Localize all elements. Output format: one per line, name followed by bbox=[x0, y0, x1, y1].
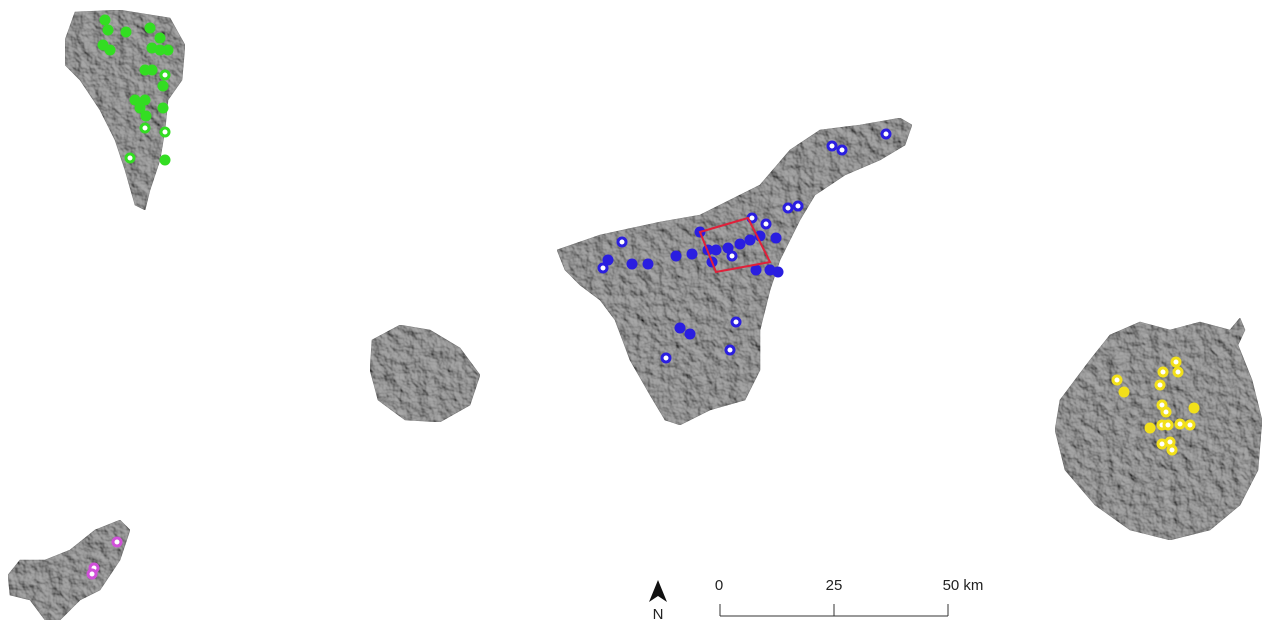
site-marker bbox=[685, 329, 696, 340]
site-marker bbox=[155, 45, 166, 56]
site-marker bbox=[145, 23, 156, 34]
site-marker bbox=[1145, 423, 1156, 434]
map: N 0 25 50 km bbox=[0, 0, 1269, 625]
site-marker-open bbox=[161, 71, 169, 79]
site-marker-open bbox=[88, 570, 96, 578]
site-marker-open bbox=[784, 204, 792, 212]
site-marker bbox=[627, 259, 638, 270]
site-marker-open bbox=[732, 318, 740, 326]
site-marker-open bbox=[161, 128, 169, 136]
site-marker-open bbox=[1186, 421, 1194, 429]
site-marker bbox=[155, 33, 166, 44]
site-marker bbox=[1119, 387, 1130, 398]
site-marker bbox=[158, 81, 169, 92]
site-marker bbox=[771, 233, 782, 244]
north-arrow bbox=[649, 580, 667, 602]
site-marker-open bbox=[662, 354, 670, 362]
site-marker bbox=[745, 235, 756, 246]
site-marker bbox=[671, 251, 682, 262]
site-marker-open bbox=[1174, 368, 1182, 376]
site-marker bbox=[158, 103, 169, 114]
site-marker-open bbox=[838, 146, 846, 154]
site-marker bbox=[105, 45, 116, 56]
site-marker bbox=[1189, 403, 1200, 414]
site-marker bbox=[103, 25, 114, 36]
scale-label: 0 bbox=[715, 577, 723, 594]
site-marker-open bbox=[882, 130, 890, 138]
site-marker-open bbox=[726, 346, 734, 354]
page: N 0 25 50 km (() => { const data = JSON.… bbox=[0, 0, 1269, 625]
site-marker-open bbox=[1176, 420, 1184, 428]
site-marker-open bbox=[1156, 381, 1164, 389]
site-marker-open bbox=[762, 220, 770, 228]
scale-bar bbox=[720, 604, 948, 616]
site-marker bbox=[100, 15, 111, 26]
site-marker-open bbox=[618, 238, 626, 246]
site-marker bbox=[711, 245, 722, 256]
site-marker-open bbox=[1164, 421, 1172, 429]
north-label: N bbox=[653, 606, 664, 623]
site-marker bbox=[773, 267, 784, 278]
site-marker-open bbox=[1168, 446, 1176, 454]
scale-label: 50 km bbox=[943, 577, 984, 594]
site-marker-open bbox=[1159, 368, 1167, 376]
site-marker bbox=[687, 249, 698, 260]
site-marker-open bbox=[113, 538, 121, 546]
site-marker-open bbox=[828, 142, 836, 150]
site-marker bbox=[121, 27, 132, 38]
site-marker-open bbox=[599, 264, 607, 272]
site-marker-open bbox=[126, 154, 134, 162]
site-marker bbox=[675, 323, 686, 334]
island-la-gomera bbox=[370, 325, 480, 422]
scale-label: 25 bbox=[826, 577, 843, 594]
site-marker-open bbox=[1113, 376, 1121, 384]
site-marker bbox=[735, 239, 746, 250]
site-marker bbox=[141, 111, 152, 122]
site-marker-open bbox=[728, 252, 736, 260]
site-marker bbox=[160, 155, 171, 166]
site-marker-open bbox=[141, 124, 149, 132]
site-marker-open bbox=[1172, 358, 1180, 366]
site-marker bbox=[643, 259, 654, 270]
site-marker-open bbox=[794, 202, 802, 210]
island-tenerife bbox=[557, 118, 912, 425]
site-marker bbox=[147, 65, 158, 76]
island-el-hierro bbox=[8, 520, 130, 620]
site-marker-open bbox=[1162, 408, 1170, 416]
